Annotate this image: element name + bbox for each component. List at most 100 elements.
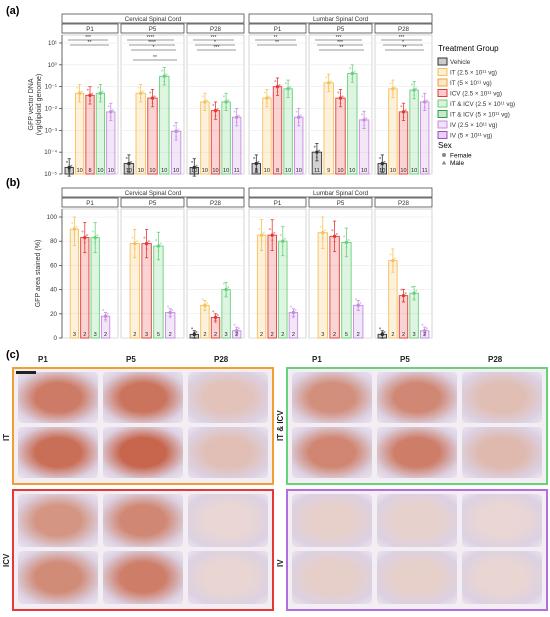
data-point-0-2-IT1-0 xyxy=(201,298,204,301)
data-point-0-2-IV1-0 xyxy=(233,110,236,113)
data-point-1-0-ITICV1-1 xyxy=(286,92,290,95)
age-label-0-2: P28 xyxy=(210,26,222,33)
mean-point-0-0-IV1 xyxy=(103,314,108,318)
legend-title-treatment: Treatment Group xyxy=(438,44,499,53)
mean-point-1-2-IT1 xyxy=(391,258,395,263)
data-point-0-2-ICV-2 xyxy=(216,107,219,110)
data-point-0-0-IV1-1 xyxy=(104,319,107,322)
micrograph-tile-it-icv-1-0 xyxy=(292,427,372,478)
data-point-0-2-IT1-2 xyxy=(206,99,209,102)
legend: Treatment Group Vehicle IT (2.5 × 10¹¹ vg… xyxy=(437,44,515,167)
data-point-1-2-IV1-0 xyxy=(421,323,424,326)
micrograph-tile-it-icv-0-2 xyxy=(462,372,542,423)
micrograph-tile-iv-1-1 xyxy=(377,551,457,604)
sig-label-10: ** xyxy=(275,40,279,46)
age-label-1-1: P5 xyxy=(337,26,345,33)
data-point-0-2-IV1-1 xyxy=(235,120,238,123)
data-point-1-1-ITICV1-1 xyxy=(351,77,354,80)
data-point-1-0-IV1-2 xyxy=(294,309,297,312)
micrograph-tile-icv-1-1 xyxy=(103,551,183,604)
n-label-0-2-IV1: 11 xyxy=(234,168,240,174)
data-point-1-0-ITICV1-0 xyxy=(284,82,287,85)
bar-1-1-ITICV1 xyxy=(347,73,358,175)
data-point-0-2-IV1-1 xyxy=(235,334,238,337)
data-point-1-2-IV1-0 xyxy=(421,95,424,98)
data-point-1-1-IV1-0 xyxy=(355,298,357,301)
age-strip-0-0 xyxy=(61,23,119,34)
mean-point-0-2-ITICV1 xyxy=(224,100,228,104)
legend-swatch-IT1 xyxy=(437,68,448,76)
n-label-0-1-IT1: 10 xyxy=(138,168,144,174)
data-point-0-2-IT1-0 xyxy=(201,95,204,98)
data-point-0-1-IV1-2 xyxy=(171,309,174,312)
bar-0-2-ITICV1 xyxy=(221,101,231,175)
data-point-1-2-IV1-2 xyxy=(425,327,428,330)
data-point-0-0-ICV-1 xyxy=(88,98,92,102)
n-label-0-1-IV1: 10 xyxy=(173,168,179,174)
data-point-0-0-IV1-0 xyxy=(102,309,105,312)
data-point-0-1-ICV-1 xyxy=(151,101,154,104)
age-strip-1-2 xyxy=(374,197,433,208)
micrograph-panel-iv xyxy=(286,489,548,611)
panel-label-c: (c) xyxy=(6,349,20,361)
data-point-0-0-ITICV1-0 xyxy=(92,230,94,233)
data-point-0-0-Vehicle-2 xyxy=(70,164,73,167)
n-label-0-0-IT1: 3 xyxy=(73,332,76,338)
data-point-1-1-ITICV1-0 xyxy=(343,235,346,238)
data-point-1-2-IT1-0 xyxy=(389,253,392,256)
data-point-1-2-IT1-2 xyxy=(394,257,397,260)
data-point-0-0-ITICV1-1 xyxy=(99,96,102,99)
data-point-1-1-IT1-2 xyxy=(329,80,332,83)
data-point-0-2-ICV-2 xyxy=(216,314,219,317)
data-point-1-2-IT1-2 xyxy=(394,86,397,89)
data-point-0-1-IV1-0 xyxy=(172,124,175,127)
bar-0-2-IT1 xyxy=(200,101,210,175)
data-point-1-1-IV1-1 xyxy=(357,308,360,312)
data-point-1-2-ITICV1-2 xyxy=(415,87,418,90)
n-label-1-0-IV1: 2 xyxy=(292,332,295,338)
data-point-0-2-ITICV1-0 xyxy=(222,95,225,98)
legend-swatch-IT2 xyxy=(437,78,448,87)
data-point-1-2-ICV-2 xyxy=(404,292,407,295)
data-point-0-1-ITICV1-1 xyxy=(157,249,160,252)
n-label-0-2-Vehicle: 3 xyxy=(193,332,196,338)
n-label-0-2-ITICV1: 3 xyxy=(225,332,228,338)
panel-label-b: (b) xyxy=(6,177,20,189)
data-point-0-2-ITICV1-1 xyxy=(224,105,228,108)
micrograph-tile-icv-1-2 xyxy=(188,551,268,604)
age-strip-1-0 xyxy=(248,197,307,208)
legend-swatch-IV1 xyxy=(437,120,448,129)
legend-label-IT2: IT (5 × 10¹¹ vg) xyxy=(450,80,492,87)
sig-label-1: ** xyxy=(88,40,92,46)
n-label-1-0-Vehicle: 8 xyxy=(255,168,258,174)
mean-point-1-1-Vehicle xyxy=(315,150,319,154)
n-label-1-0-ITICV1: 10 xyxy=(285,168,291,174)
data-point-1-0-ITICV1-2 xyxy=(289,86,292,89)
mean-point-0-2-IV1 xyxy=(235,115,239,119)
mean-point-1-1-ICV xyxy=(338,96,343,100)
data-point-0-2-Vehicle-1 xyxy=(193,336,196,339)
data-point-0-0-ICV-1 xyxy=(83,241,86,244)
micrograph-tile-it-0-1 xyxy=(103,372,183,423)
data-point-1-1-ITICV1-1 xyxy=(345,245,348,249)
scale-bar xyxy=(16,371,36,374)
legend-label-ICV: ICV (2.5 × 10¹¹ vg) xyxy=(450,91,502,98)
bar-1-1-IT1 xyxy=(323,82,334,175)
age-strip-0-2 xyxy=(186,197,245,208)
n-label-1-1-ITICV1: 5 xyxy=(345,332,348,338)
micrograph-tile-iv-0-2 xyxy=(462,494,542,547)
sig-label-6: *** xyxy=(211,35,217,41)
data-point-0-1-ICV-0 xyxy=(143,236,146,239)
micrograph-tile-iv-1-0 xyxy=(292,551,372,604)
data-point-1-0-IT1-1 xyxy=(260,238,263,241)
data-point-1-0-ICV-2 xyxy=(273,231,276,234)
mean-point-0-2-IV1 xyxy=(235,329,239,333)
data-point-0-2-Vehicle-1 xyxy=(193,170,196,174)
bar-1-0-ITICV1 xyxy=(283,88,293,175)
data-point-0-0-IV1-0 xyxy=(107,105,110,108)
data-point-1-2-ICV-0 xyxy=(400,105,403,108)
data-point-0-1-ICV-2 xyxy=(153,95,156,98)
data-point-0-1-IV1-0 xyxy=(167,305,169,308)
n-label-0-2-ICV: 2 xyxy=(214,332,217,338)
